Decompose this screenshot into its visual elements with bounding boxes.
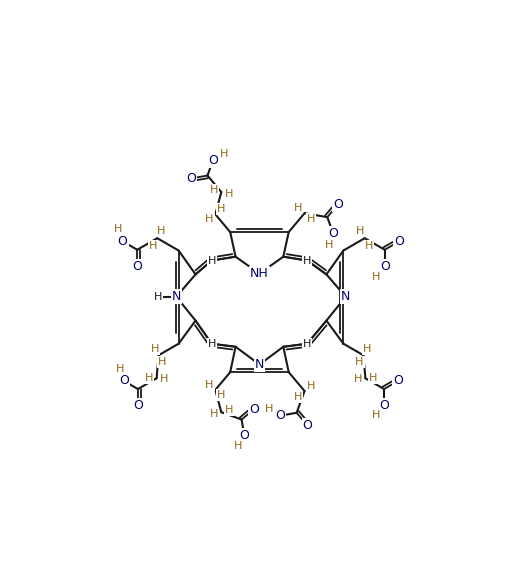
Text: N: N xyxy=(171,290,181,303)
Text: H: H xyxy=(356,226,365,236)
Text: O: O xyxy=(208,154,218,167)
Text: H: H xyxy=(154,292,162,302)
Text: H: H xyxy=(372,409,380,420)
Text: O: O xyxy=(393,374,403,387)
Text: O: O xyxy=(394,235,405,248)
Text: O: O xyxy=(132,260,142,273)
Text: O: O xyxy=(239,429,249,442)
Text: H: H xyxy=(303,256,311,265)
Text: N: N xyxy=(341,290,350,303)
Text: H: H xyxy=(217,205,226,214)
Text: H: H xyxy=(160,374,168,384)
Text: H: H xyxy=(114,224,122,234)
Text: O: O xyxy=(328,227,338,240)
Text: O: O xyxy=(118,235,128,248)
Text: H: H xyxy=(294,391,302,401)
Text: O: O xyxy=(275,409,285,422)
Text: O: O xyxy=(187,172,197,185)
Text: O: O xyxy=(379,399,389,412)
Text: H: H xyxy=(144,373,153,383)
Text: H: H xyxy=(149,240,157,251)
Text: H: H xyxy=(158,357,167,367)
Text: O: O xyxy=(133,399,143,412)
Text: NH: NH xyxy=(250,267,269,280)
Text: H: H xyxy=(363,344,372,354)
Text: H: H xyxy=(372,272,380,282)
Text: H: H xyxy=(355,357,364,367)
Text: N: N xyxy=(255,358,264,371)
Text: H: H xyxy=(207,338,216,349)
Text: O: O xyxy=(303,419,312,432)
Text: H: H xyxy=(225,405,233,415)
Text: H: H xyxy=(353,374,362,384)
Text: H: H xyxy=(369,373,377,383)
Text: H: H xyxy=(217,390,226,400)
Text: H: H xyxy=(225,189,233,199)
Text: H: H xyxy=(205,380,213,390)
Text: H: H xyxy=(365,240,373,251)
Text: H: H xyxy=(265,404,273,414)
Text: H: H xyxy=(307,214,315,223)
Text: H: H xyxy=(210,185,218,195)
Text: O: O xyxy=(119,374,129,387)
Text: H: H xyxy=(207,256,216,265)
Text: H: H xyxy=(234,441,242,451)
Text: H: H xyxy=(151,344,159,354)
Text: H: H xyxy=(307,380,315,391)
Text: H: H xyxy=(303,338,311,349)
Text: H: H xyxy=(324,240,333,251)
Text: H: H xyxy=(157,226,166,236)
Text: O: O xyxy=(380,260,390,273)
Text: O: O xyxy=(333,198,343,211)
Text: O: O xyxy=(249,403,259,416)
Text: H: H xyxy=(210,409,218,419)
Text: H: H xyxy=(205,214,213,225)
Text: H: H xyxy=(294,203,302,213)
Text: H: H xyxy=(116,365,124,374)
Text: H: H xyxy=(220,149,228,159)
